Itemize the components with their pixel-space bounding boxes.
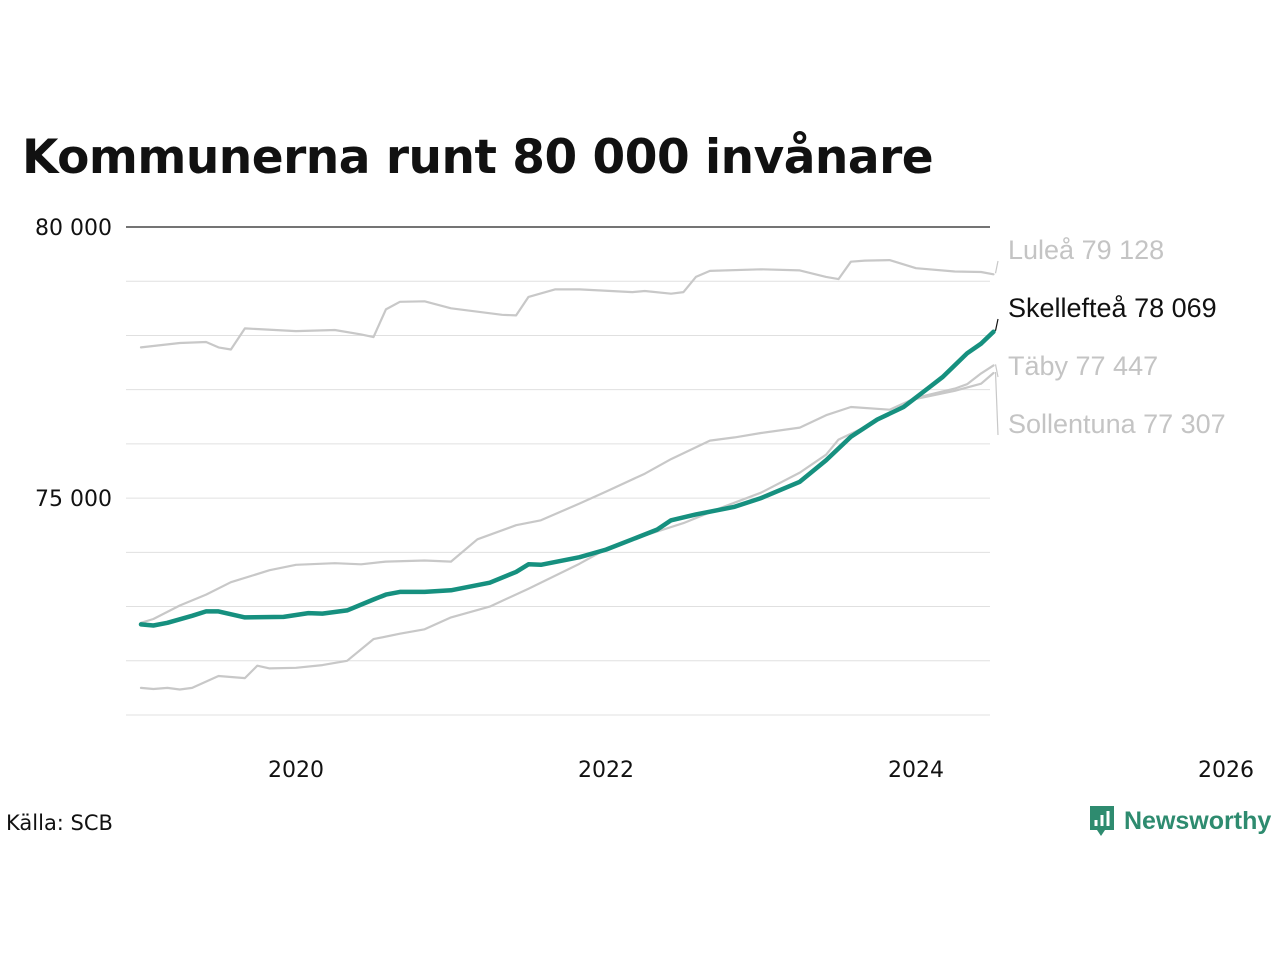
- series-label-connector: [994, 318, 999, 331]
- series-label-connector: [994, 371, 999, 436]
- y-tick-label: 80 000: [35, 216, 112, 241]
- x-tick-label: 2024: [888, 758, 944, 783]
- series-lines: [138, 259, 996, 691]
- series-labels: Luleå 79 128 Täby 77 447 Sollentuna 77 307…: [994, 235, 1226, 439]
- x-axis-ticks: 2020 2022 2024 2026: [268, 758, 1254, 783]
- gridlines: [126, 226, 990, 716]
- x-tick-label: 2026: [1198, 758, 1254, 783]
- source-note: Källa: SCB: [6, 811, 113, 835]
- series-line-taby: [139, 364, 995, 624]
- y-axis-ticks: 75 000 80 000: [35, 216, 112, 512]
- series-label-taby: Täby 77 447: [1008, 351, 1158, 381]
- x-tick-label: 2022: [578, 758, 634, 783]
- brand-logo: Newsworthy: [1088, 804, 1271, 838]
- bar-chart-logo-icon: [1090, 806, 1114, 836]
- series-label-skelleftea: Skellefteå 78 069: [1008, 293, 1217, 323]
- x-tick-label: 2020: [268, 758, 324, 783]
- series-label-connector: [994, 260, 999, 274]
- series-label-sollentuna: Sollentuna 77 307: [1008, 409, 1226, 439]
- series-line-lulea: [139, 259, 995, 351]
- series-line-sollentuna: [139, 371, 995, 691]
- brand-name: Newsworthy: [1124, 806, 1272, 835]
- series-label-lulea: Luleå 79 128: [1008, 235, 1164, 265]
- series-line-skelleftea: [138, 329, 996, 628]
- y-tick-label: 75 000: [35, 487, 112, 512]
- series-label-connector: [994, 364, 999, 378]
- chart-title: Kommunerna runt 80 000 invånare: [22, 130, 934, 185]
